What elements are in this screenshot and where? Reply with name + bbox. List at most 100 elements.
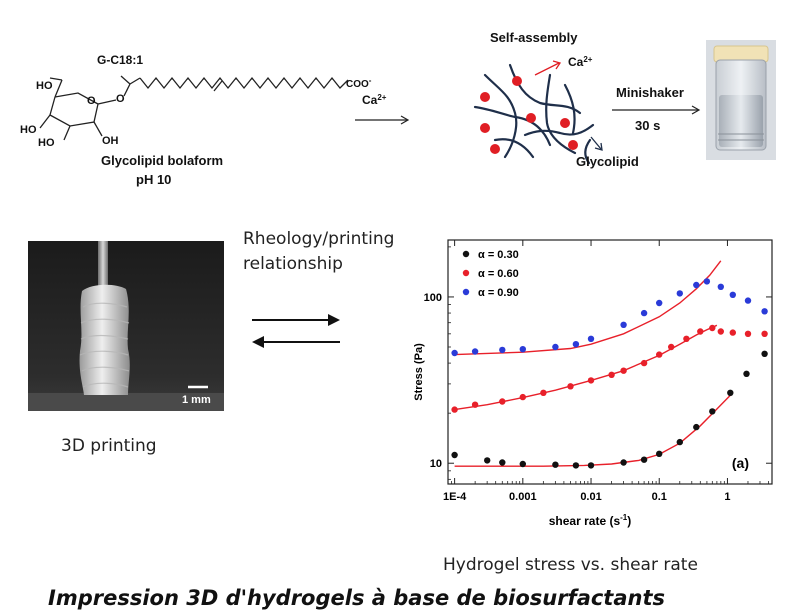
y-tick-label: 10 [430, 458, 442, 470]
data-point [640, 309, 648, 317]
data-point [451, 451, 458, 459]
data-point [729, 329, 736, 336]
x-tick-label: 1E-4 [443, 491, 467, 503]
data-point [499, 459, 506, 466]
data-point [608, 371, 615, 378]
reaction-arrow [355, 115, 410, 125]
data-point [729, 291, 736, 298]
data-point [744, 330, 752, 337]
chart-legend: α = 0.30 α = 0.60 α = 0.90 [462, 249, 519, 299]
carboxylate-label: COO- [346, 76, 372, 91]
data-point [567, 383, 574, 390]
glycosidic-oxygen-label: O [116, 93, 125, 105]
legend-marker [462, 250, 470, 258]
chart-data-points [451, 278, 768, 469]
y-tick-label: 100 [424, 292, 442, 304]
plot-border [447, 239, 773, 485]
legend-label: α = 0.90 [478, 287, 519, 299]
data-point [572, 462, 580, 469]
data-point [620, 367, 627, 374]
x-tick-label: 0.01 [580, 491, 601, 503]
x-tick-label: 0.001 [509, 491, 537, 503]
data-point [676, 290, 683, 297]
graph-caption: Hydrogel stress vs. shear rate [443, 555, 698, 575]
data-point [587, 335, 595, 342]
data-point [451, 406, 458, 413]
data-point [656, 450, 663, 457]
panel-label: (a) [732, 455, 749, 471]
legend-marker [462, 288, 470, 296]
data-point [499, 346, 506, 354]
legend-marker [462, 269, 470, 277]
data-point [683, 335, 690, 342]
data-point [484, 457, 491, 464]
data-point [709, 408, 716, 415]
glycolipid-structure-drawing [39, 75, 349, 141]
data-point [620, 459, 627, 466]
data-point [761, 350, 768, 357]
data-point [451, 349, 458, 357]
data-point [693, 281, 700, 289]
fit-curve [454, 260, 722, 356]
data-point [668, 343, 675, 351]
data-point [656, 299, 663, 307]
data-point [519, 346, 526, 353]
data-point [703, 278, 711, 285]
x-tick-label: 0.1 [652, 491, 667, 503]
printing-caption: 3D printing [61, 436, 157, 456]
relationship-line-1: Rheology/printing [243, 229, 395, 249]
data-point [761, 308, 768, 315]
data-point [519, 393, 526, 401]
data-point [471, 348, 479, 355]
data-point [656, 351, 663, 358]
data-point [552, 343, 559, 351]
hydroxyl-label-bottom: HO [38, 137, 55, 149]
data-point [471, 401, 479, 408]
x-tick-label: 1 [724, 491, 730, 503]
data-point [620, 321, 627, 328]
hydroxyl-label-right: OH [102, 135, 119, 147]
data-point [761, 330, 768, 337]
hydroxyl-label-left: HO [20, 124, 37, 136]
fit-curve [454, 392, 734, 467]
data-point [640, 359, 648, 367]
data-point [727, 389, 734, 396]
fit-curve [454, 324, 718, 411]
calcium-ion-label: Ca2+ [362, 93, 387, 107]
data-point [744, 297, 752, 304]
printed-hydrogel-photo [28, 241, 224, 411]
minishaker-time: 30 s [635, 118, 661, 133]
glycolipid-label: Glycolipid [576, 154, 639, 169]
data-point [552, 461, 559, 468]
self-assembly-title: Self-assembly [490, 30, 578, 45]
y-axis-label: Stress (Pa) [413, 343, 425, 401]
data-point [717, 328, 724, 335]
data-point [540, 389, 547, 396]
bidirectional-arrows [252, 314, 340, 348]
relationship-line-2: relationship [243, 254, 343, 274]
footer-title: Impression 3D d'hydrogels à base de bios… [48, 586, 666, 610]
data-point [693, 423, 700, 431]
x-axis-label: shear rate (s-1) [549, 513, 632, 528]
chart-ticks: 1E-4 0.001 0.01 0.1 1 10 100 [424, 240, 772, 503]
data-point [743, 370, 750, 377]
hydrogel-vial-photo [706, 40, 776, 160]
data-point [519, 460, 526, 468]
legend-label: α = 0.60 [478, 268, 519, 280]
molecule-name: G-C18:1 [97, 53, 144, 67]
data-point [587, 377, 595, 384]
minishaker-arrow [612, 105, 701, 115]
data-point [697, 328, 704, 335]
ring-oxygen-label: O [87, 95, 96, 107]
data-point [717, 283, 724, 290]
data-point [572, 341, 580, 348]
self-assembly-network [473, 60, 603, 165]
chart-plot-frame [447, 239, 773, 485]
hydroxyl-label-top: HO [36, 80, 53, 92]
scale-bar-label: 1 mm [182, 394, 211, 406]
data-point [640, 456, 648, 463]
data-point [499, 398, 506, 405]
network-calcium-label: Ca2+ [568, 55, 593, 69]
legend-label: α = 0.30 [478, 249, 519, 261]
